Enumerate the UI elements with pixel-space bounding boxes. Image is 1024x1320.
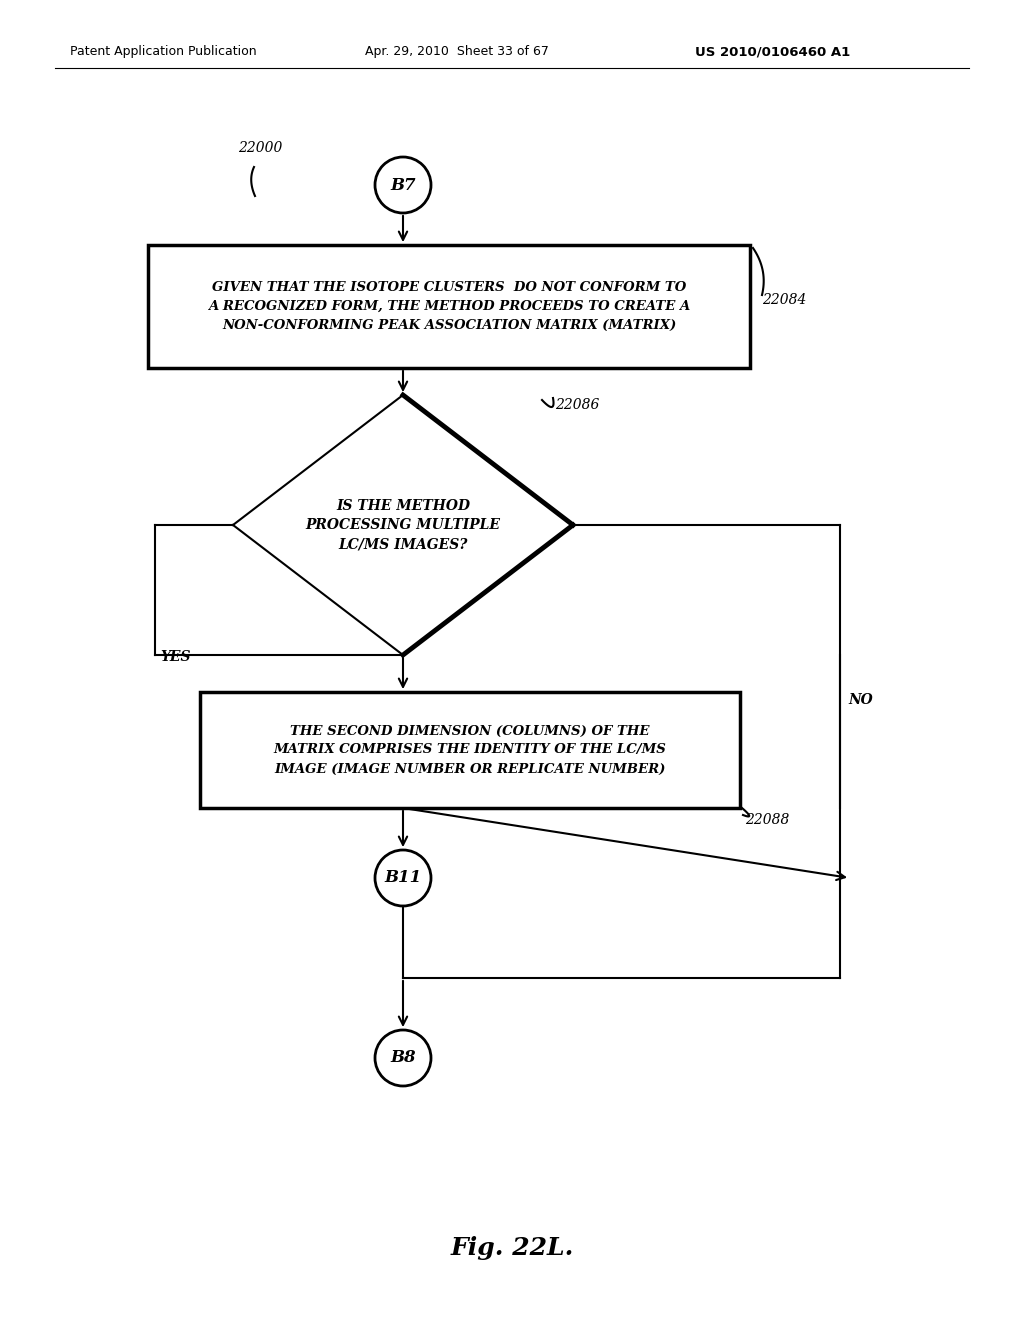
Text: B11: B11: [384, 870, 422, 887]
Text: Apr. 29, 2010  Sheet 33 of 67: Apr. 29, 2010 Sheet 33 of 67: [365, 45, 549, 58]
Text: 22000: 22000: [238, 141, 283, 154]
Text: Fig. 22L.: Fig. 22L.: [451, 1236, 573, 1261]
Text: GIVEN THAT THE ISOTOPE CLUSTERS  DO NOT CONFORM TO
A RECOGNIZED FORM, THE METHOD: GIVEN THAT THE ISOTOPE CLUSTERS DO NOT C…: [208, 281, 690, 333]
Text: YES: YES: [160, 649, 190, 664]
Text: NO: NO: [848, 693, 872, 708]
Text: IS THE METHOD
PROCESSING MULTIPLE
LC/MS IMAGES?: IS THE METHOD PROCESSING MULTIPLE LC/MS …: [305, 499, 501, 552]
FancyBboxPatch shape: [148, 246, 750, 368]
Text: B7: B7: [390, 177, 416, 194]
Text: B8: B8: [390, 1049, 416, 1067]
Text: US 2010/0106460 A1: US 2010/0106460 A1: [695, 45, 850, 58]
Text: Patent Application Publication: Patent Application Publication: [70, 45, 257, 58]
FancyBboxPatch shape: [200, 692, 740, 808]
Text: 22088: 22088: [745, 813, 790, 828]
Text: THE SECOND DIMENSION (COLUMNS) OF THE
MATRIX COMPRISES THE IDENTITY OF THE LC/MS: THE SECOND DIMENSION (COLUMNS) OF THE MA…: [273, 725, 667, 776]
Text: 22084: 22084: [762, 293, 806, 308]
Text: 22086: 22086: [555, 399, 599, 412]
